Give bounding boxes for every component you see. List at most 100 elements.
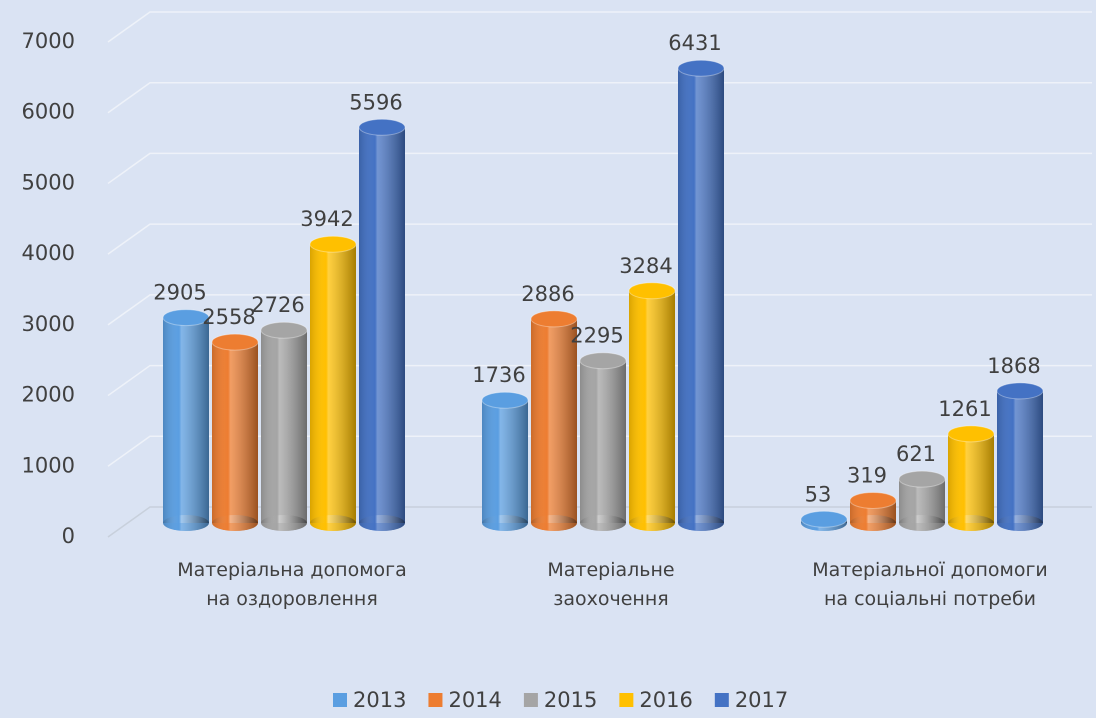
bar xyxy=(677,59,725,531)
value-label: 6431 xyxy=(668,31,721,55)
bar-shade-base xyxy=(850,515,896,531)
bar-shade xyxy=(580,360,626,523)
value-label: 5596 xyxy=(349,90,402,114)
grid-line xyxy=(107,435,1092,467)
bar-shade xyxy=(629,290,675,523)
grid-line xyxy=(107,81,1092,114)
y-tick-label: 3000 xyxy=(22,312,75,336)
bar-shade-base xyxy=(531,515,577,531)
legend-swatch xyxy=(523,693,538,707)
legend-swatch xyxy=(619,693,634,707)
bar xyxy=(628,282,676,531)
value-label: 2558 xyxy=(202,305,255,329)
bar xyxy=(898,470,946,531)
bar xyxy=(579,352,627,531)
legend-swatch xyxy=(333,693,347,707)
value-label: 1868 xyxy=(987,354,1040,378)
value-label: 3284 xyxy=(619,254,672,278)
legend-label: 2013 xyxy=(353,688,406,712)
value-label: 3942 xyxy=(300,207,353,231)
bar-shade-base xyxy=(212,515,258,531)
bar-top xyxy=(211,333,259,351)
bar-shade xyxy=(359,127,405,523)
bar-shade xyxy=(678,68,724,524)
bar-shade xyxy=(212,342,258,523)
bar xyxy=(530,310,578,531)
grid-line xyxy=(107,11,1092,43)
grid-line xyxy=(107,223,1092,255)
bar xyxy=(800,510,848,531)
legend-swatch xyxy=(428,693,443,707)
bar-top xyxy=(947,425,995,443)
bar-top xyxy=(996,382,1044,400)
bar-top xyxy=(677,59,725,77)
bar xyxy=(211,333,259,531)
bar-shade-base xyxy=(359,515,405,531)
bar-shade-base xyxy=(261,515,307,531)
value-label: 2295 xyxy=(570,324,623,348)
bar-top xyxy=(530,310,578,328)
bar-shade xyxy=(948,433,994,523)
bar-shade xyxy=(482,400,528,523)
bar-shade-base xyxy=(678,515,724,531)
x-tick-label: Матеріальна допомога на оздоровлення xyxy=(177,559,407,610)
bar-shade-base xyxy=(163,515,209,531)
bar xyxy=(996,382,1044,531)
y-tick-label: 7000 xyxy=(22,29,75,53)
bar-shade xyxy=(997,390,1043,523)
value-label: 2726 xyxy=(251,293,304,317)
legend-label: 2015 xyxy=(544,688,597,712)
bar-top xyxy=(628,282,676,300)
grid-line xyxy=(107,364,1092,397)
bar-top xyxy=(800,510,848,528)
bar xyxy=(947,425,995,531)
legend-swatch xyxy=(714,693,729,707)
bar xyxy=(481,391,529,531)
bar-shade-base xyxy=(997,515,1043,531)
bar-top xyxy=(849,491,897,509)
value-label: 1736 xyxy=(472,363,525,387)
bar-shade-base xyxy=(580,515,626,531)
y-tick-label: 1000 xyxy=(22,453,75,477)
bar xyxy=(260,321,308,531)
bar xyxy=(309,235,357,531)
grid-line xyxy=(107,506,1092,538)
y-tick-label: 5000 xyxy=(22,170,75,194)
value-label: 621 xyxy=(896,442,936,466)
bar-shade-base xyxy=(482,515,528,531)
bar-top xyxy=(358,118,406,136)
value-label: 1261 xyxy=(938,397,991,421)
bar-shade xyxy=(531,318,577,523)
bar-top xyxy=(898,470,946,488)
grid-line xyxy=(107,152,1092,185)
bar xyxy=(162,309,210,531)
legend-label: 2016 xyxy=(639,688,692,712)
x-tick-label: Матеріальної допомоги на соціальні потре… xyxy=(812,559,1048,610)
bar-top xyxy=(260,321,308,339)
legend-label: 2014 xyxy=(448,688,501,712)
value-label: 2886 xyxy=(521,282,574,306)
bar-shade xyxy=(261,330,307,523)
bar-top xyxy=(579,352,627,370)
legend-label: 2017 xyxy=(735,688,788,712)
y-tick-label: 6000 xyxy=(22,100,75,124)
bar-shade xyxy=(163,317,209,523)
bar-shade-base xyxy=(310,515,356,531)
bar-shade-base xyxy=(899,515,945,531)
value-label: 53 xyxy=(805,482,832,506)
bar-top xyxy=(162,309,210,327)
y-tick-label: 4000 xyxy=(22,241,75,265)
bar-top xyxy=(309,235,357,253)
bar-shade-base xyxy=(629,515,675,531)
bar xyxy=(358,118,406,531)
bar-top xyxy=(481,391,529,409)
x-tick-label: Матеріальне заохочення xyxy=(547,559,675,610)
bar-shade xyxy=(310,244,356,523)
grid-line xyxy=(107,294,1092,326)
bar xyxy=(849,491,897,531)
y-tick-label: 0 xyxy=(62,524,75,548)
y-tick-label: 2000 xyxy=(22,383,75,407)
bar-shade-base xyxy=(948,515,994,531)
